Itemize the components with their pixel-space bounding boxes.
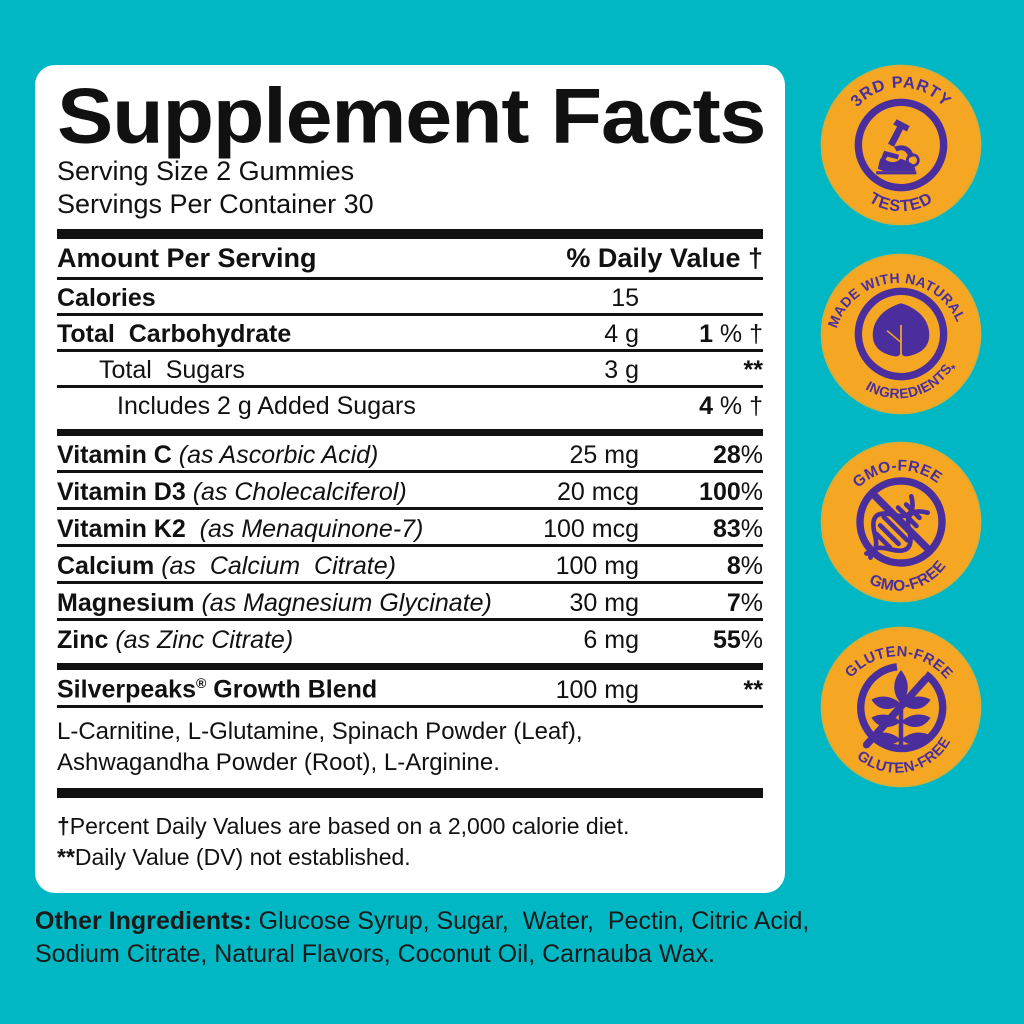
svg-text:*: * <box>951 364 956 376</box>
